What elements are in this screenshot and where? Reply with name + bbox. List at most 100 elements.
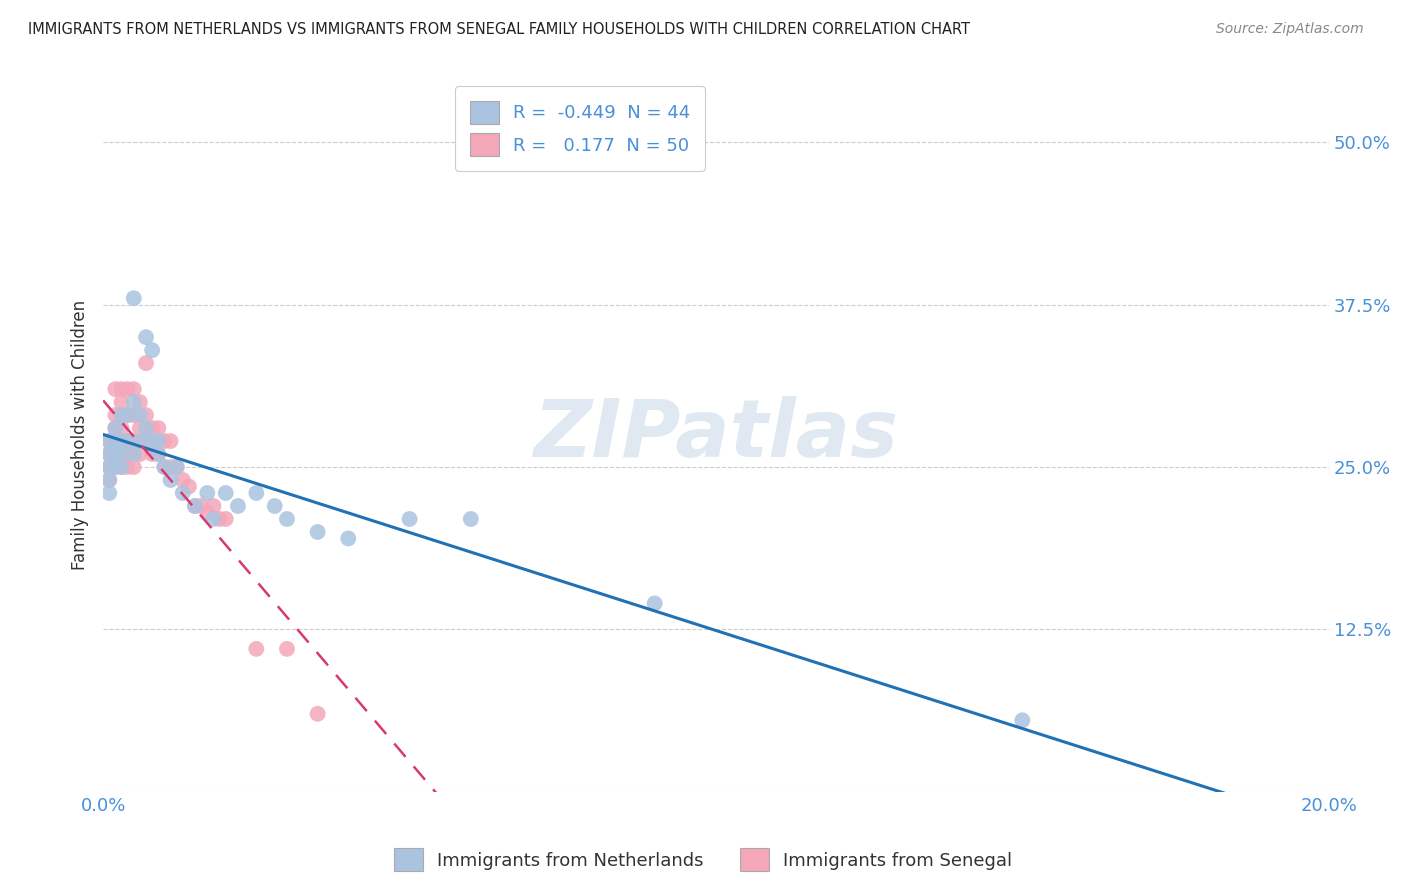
Point bbox=[307, 524, 329, 539]
Point bbox=[226, 499, 249, 513]
Point bbox=[215, 486, 238, 500]
Point bbox=[148, 447, 170, 461]
Point bbox=[141, 421, 163, 435]
Point bbox=[245, 486, 267, 500]
Point bbox=[159, 434, 181, 448]
Point bbox=[460, 512, 482, 526]
Point bbox=[104, 408, 127, 422]
Point bbox=[129, 434, 152, 448]
Point bbox=[104, 447, 127, 461]
Point bbox=[104, 460, 127, 475]
Point bbox=[122, 434, 145, 448]
Point bbox=[122, 408, 145, 422]
Point bbox=[172, 486, 194, 500]
Point bbox=[177, 479, 200, 493]
Point bbox=[110, 434, 132, 448]
Point bbox=[190, 499, 212, 513]
Point bbox=[117, 434, 139, 448]
Point bbox=[184, 499, 207, 513]
Point bbox=[117, 447, 139, 461]
Point bbox=[104, 421, 127, 435]
Point bbox=[245, 641, 267, 656]
Point bbox=[129, 395, 152, 409]
Point bbox=[122, 291, 145, 305]
Point bbox=[208, 512, 231, 526]
Point bbox=[215, 512, 238, 526]
Point bbox=[135, 330, 157, 344]
Point bbox=[98, 486, 121, 500]
Point bbox=[98, 473, 121, 487]
Legend: R =  -0.449  N = 44, R =   0.177  N = 50: R = -0.449 N = 44, R = 0.177 N = 50 bbox=[456, 87, 704, 170]
Point bbox=[307, 706, 329, 721]
Point bbox=[141, 447, 163, 461]
Point bbox=[98, 473, 121, 487]
Text: IMMIGRANTS FROM NETHERLANDS VS IMMIGRANTS FROM SENEGAL FAMILY HOUSEHOLDS WITH CH: IMMIGRANTS FROM NETHERLANDS VS IMMIGRANT… bbox=[28, 22, 970, 37]
Point bbox=[1011, 713, 1033, 727]
Point bbox=[276, 512, 298, 526]
Point bbox=[202, 499, 225, 513]
Y-axis label: Family Households with Children: Family Households with Children bbox=[72, 300, 89, 570]
Point bbox=[98, 460, 121, 475]
Point bbox=[153, 460, 176, 475]
Point bbox=[117, 434, 139, 448]
Point bbox=[166, 460, 188, 475]
Point bbox=[117, 382, 139, 396]
Point bbox=[166, 460, 188, 475]
Point bbox=[122, 395, 145, 409]
Point bbox=[122, 382, 145, 396]
Point bbox=[148, 421, 170, 435]
Point bbox=[98, 434, 121, 448]
Point bbox=[98, 447, 121, 461]
Point bbox=[135, 434, 157, 448]
Point bbox=[104, 382, 127, 396]
Point bbox=[159, 460, 181, 475]
Point bbox=[110, 421, 132, 435]
Point bbox=[337, 532, 360, 546]
Point bbox=[135, 356, 157, 370]
Point bbox=[117, 460, 139, 475]
Point bbox=[148, 434, 170, 448]
Text: ZIPatlas: ZIPatlas bbox=[533, 395, 898, 474]
Point bbox=[104, 460, 127, 475]
Point bbox=[98, 434, 121, 448]
Point bbox=[195, 486, 218, 500]
Point bbox=[129, 408, 152, 422]
Point bbox=[110, 460, 132, 475]
Point bbox=[153, 434, 176, 448]
Legend: Immigrants from Netherlands, Immigrants from Senegal: Immigrants from Netherlands, Immigrants … bbox=[387, 841, 1019, 879]
Point bbox=[135, 408, 157, 422]
Point bbox=[110, 447, 132, 461]
Point bbox=[148, 447, 170, 461]
Point bbox=[276, 641, 298, 656]
Text: Source: ZipAtlas.com: Source: ZipAtlas.com bbox=[1216, 22, 1364, 37]
Point bbox=[202, 512, 225, 526]
Point bbox=[129, 421, 152, 435]
Point bbox=[98, 447, 121, 461]
Point bbox=[122, 447, 145, 461]
Point bbox=[129, 447, 152, 461]
Point bbox=[195, 506, 218, 520]
Point bbox=[110, 460, 132, 475]
Point bbox=[117, 408, 139, 422]
Point bbox=[110, 395, 132, 409]
Point bbox=[184, 499, 207, 513]
Point bbox=[104, 434, 127, 448]
Point bbox=[398, 512, 420, 526]
Point bbox=[644, 596, 666, 610]
Point bbox=[159, 473, 181, 487]
Point bbox=[110, 447, 132, 461]
Point bbox=[117, 408, 139, 422]
Point bbox=[104, 447, 127, 461]
Point bbox=[110, 408, 132, 422]
Point bbox=[104, 434, 127, 448]
Point bbox=[135, 421, 157, 435]
Point bbox=[153, 460, 176, 475]
Point bbox=[141, 434, 163, 448]
Point bbox=[263, 499, 285, 513]
Point bbox=[104, 421, 127, 435]
Point bbox=[110, 382, 132, 396]
Point bbox=[122, 460, 145, 475]
Point bbox=[172, 473, 194, 487]
Point bbox=[98, 460, 121, 475]
Point bbox=[141, 343, 163, 358]
